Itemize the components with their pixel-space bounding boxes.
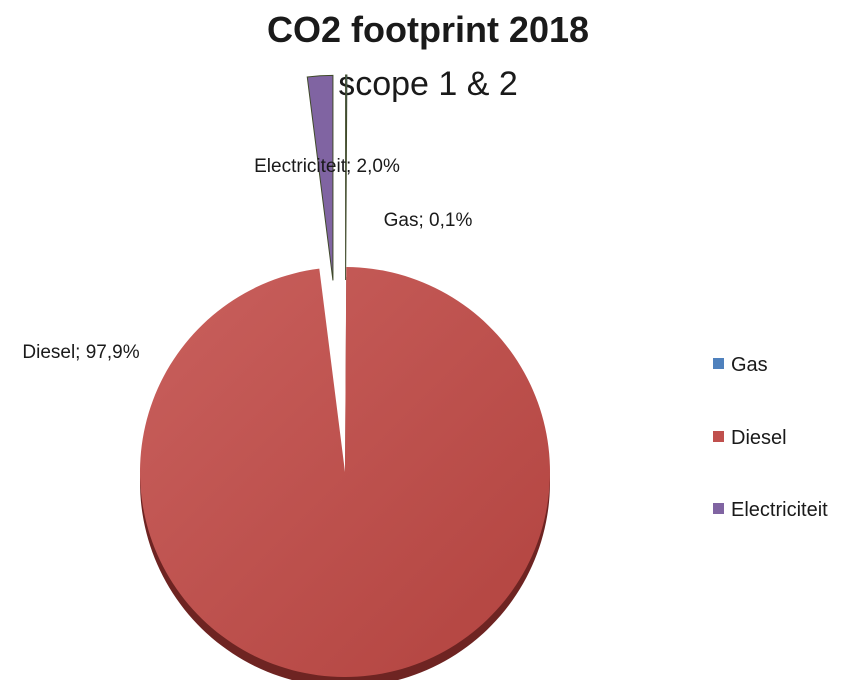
data-label-gas: Gas; 0,1% <box>384 210 473 231</box>
pie-slice-diesel <box>139 267 550 678</box>
legend-swatch-electriciteit <box>713 503 724 514</box>
chart-subtitle: scope 1 & 2 <box>338 65 518 103</box>
legend-label-gas: Gas <box>731 354 768 376</box>
legend-item-electriciteit: Electriciteit <box>713 499 828 521</box>
legend-item-gas: Gas <box>713 354 768 376</box>
chart-title: CO2 footprint 2018 <box>267 9 589 50</box>
data-label-electriciteit: Electriciteit; 2,0% <box>254 156 400 177</box>
pie-slices <box>139 74 550 678</box>
pie-slice-gas <box>345 74 348 281</box>
legend-item-diesel: Diesel <box>713 427 787 449</box>
legend: Gas Diesel Electriciteit <box>713 354 828 521</box>
legend-swatch-diesel <box>713 431 724 442</box>
legend-label-diesel: Diesel <box>731 427 787 449</box>
legend-label-electriciteit: Electriciteit <box>731 499 828 521</box>
legend-swatch-gas <box>713 358 724 369</box>
data-label-diesel: Diesel; 97,9% <box>22 342 139 363</box>
pie-slice-electriciteit <box>306 74 334 281</box>
